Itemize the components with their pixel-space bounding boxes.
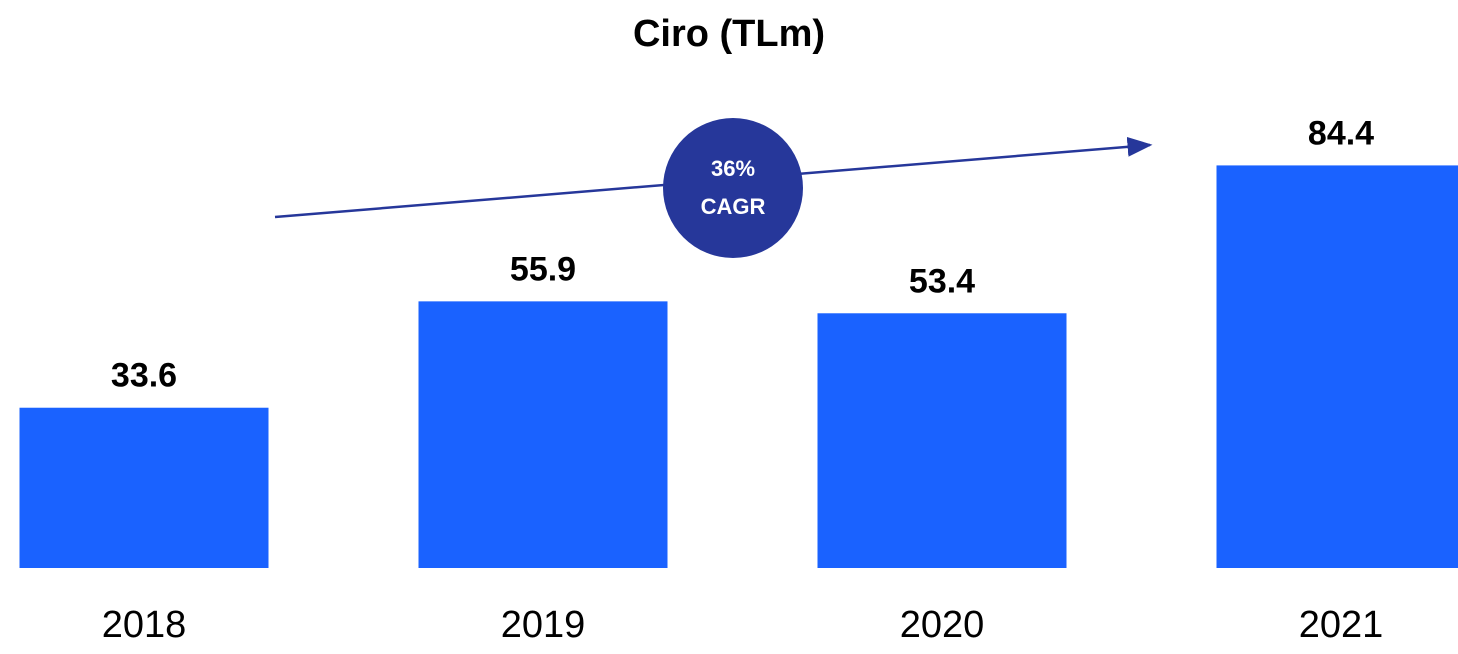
cagr-text: CAGR xyxy=(701,194,766,219)
value-label: 53.4 xyxy=(909,262,975,300)
bar xyxy=(817,313,1067,568)
x-tick-label: 2021 xyxy=(1299,604,1384,646)
cagr-text: 36% xyxy=(711,156,755,181)
value-label: 84.4 xyxy=(1308,114,1374,152)
chart-title: Ciro (TLm) xyxy=(633,13,825,55)
cagr-badge xyxy=(663,118,803,258)
bar xyxy=(19,407,269,568)
x-tick-label: 2020 xyxy=(900,604,985,646)
value-label: 55.9 xyxy=(510,250,576,288)
bar xyxy=(418,301,668,568)
x-tick-label: 2019 xyxy=(501,604,586,646)
x-tick-label: 2018 xyxy=(102,604,187,646)
bar xyxy=(1216,165,1458,569)
value-label: 33.6 xyxy=(111,357,177,395)
